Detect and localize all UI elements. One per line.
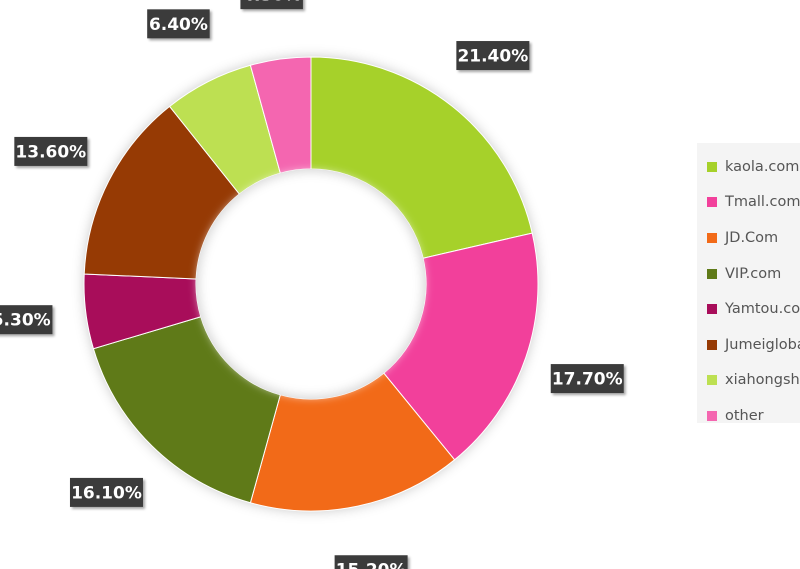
slice-label-yamtou-com: 5.30%: [0, 305, 53, 335]
slice-label-other: 4.30%: [240, 0, 303, 10]
legend-item-jd-com[interactable]: JD.Com: [697, 220, 800, 256]
slice-value-label: 4.30%: [242, 0, 301, 6]
slice-label-tmall-com: 17.70%: [550, 364, 624, 394]
slice-value-box: [550, 364, 624, 394]
slice-label-kaola-com: 21.40%: [456, 41, 530, 71]
legend-item-jumeiglobal[interactable]: Jumeiglobal: [697, 327, 800, 363]
legend-swatch: [707, 339, 717, 350]
slice-value-box: [240, 0, 303, 10]
slice-value-label: 6.40%: [149, 15, 208, 35]
slice-label-vip-com: 16.10%: [69, 477, 143, 507]
legend-item-vip-com[interactable]: VIP.com: [697, 256, 800, 292]
legend-label: Jumeiglobal: [725, 336, 800, 353]
hole-center: [199, 172, 423, 396]
donut-hole: [196, 169, 426, 399]
slice-labels: 21.40% 17.70% 15.20% 16.10% 5.30% 13.60% 6.40%…: [0, 0, 624, 569]
slice-value-label: 5.30%: [0, 311, 51, 331]
legend-label: Yamtou.com: [725, 301, 800, 318]
slice-value-label: 16.10%: [71, 483, 142, 503]
legend-label: xiahongshu: [725, 372, 800, 389]
slice-value-box: [334, 555, 408, 569]
legend-label: kaola.com: [725, 158, 800, 175]
slice-value-label: 15.20%: [336, 561, 407, 569]
legend-item-tmall-com[interactable]: Tmall.com: [697, 185, 800, 221]
slice-value-label: 17.70%: [552, 370, 623, 390]
legend-swatch: [707, 197, 717, 208]
legend-item-yamtou-com[interactable]: Yamtou.com: [697, 291, 800, 327]
legend-swatch: [707, 304, 717, 315]
legend-item-kaola-com[interactable]: kaola.com: [697, 149, 800, 185]
legend-item-other[interactable]: other: [697, 398, 800, 434]
legend-label: other: [725, 407, 764, 424]
slice-value-box: [0, 305, 53, 335]
legend-label: Tmall.com: [725, 194, 800, 211]
legend-label: JD.Com: [725, 229, 779, 246]
legend-item-xiahongshu[interactable]: xiahongshu: [697, 363, 800, 399]
legend-swatch: [707, 161, 717, 172]
legend-swatch: [707, 232, 717, 243]
slice-value-box: [69, 477, 143, 507]
chart-legend: kaola.com Tmall.com JD.Com VIP.com Yamtou.co…: [697, 143, 800, 424]
slice-value-box: [147, 9, 210, 39]
slice-label-jumeiglobal: 13.60%: [14, 136, 88, 166]
slice-value-label: 13.60%: [15, 142, 86, 162]
legend-swatch: [707, 268, 717, 279]
slice-label-xiahongshu: 6.40%: [147, 9, 210, 39]
slice-value-label: 21.40%: [457, 47, 528, 67]
legend-swatch: [707, 375, 717, 386]
legend-swatch: [707, 410, 717, 421]
slice-label-jd-com: 15.20%: [334, 555, 408, 569]
slice-value-box: [456, 41, 530, 71]
slice-tmall-com[interactable]: [383, 232, 539, 461]
legend-label: VIP.com: [725, 265, 782, 282]
slice-value-box: [14, 136, 88, 166]
